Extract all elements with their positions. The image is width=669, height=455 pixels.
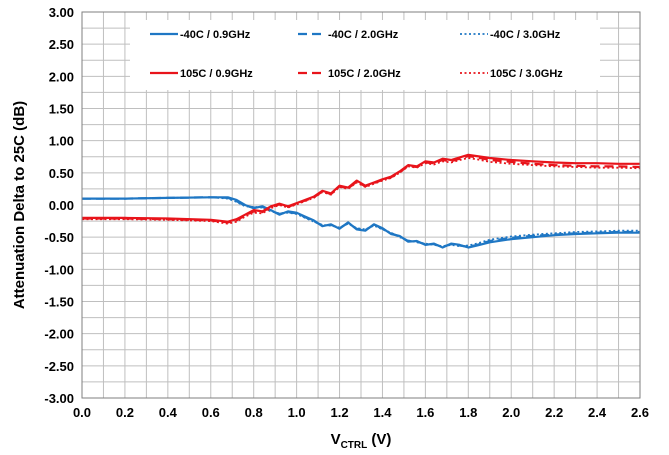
y-tick-label: 3.00: [49, 5, 74, 20]
series-line-6: [82, 157, 641, 225]
y-tick-label: -2.00: [44, 327, 74, 342]
x-tick-label: 0.6: [202, 405, 220, 420]
y-tick-label: -3.00: [44, 391, 74, 406]
series-lines: [82, 153, 641, 249]
x-tick-label: 0.4: [159, 405, 178, 420]
x-tick-label: 0.8: [245, 405, 263, 420]
x-tick-label: 2.2: [545, 405, 563, 420]
y-tick-label: -1.00: [44, 262, 74, 277]
series-line-3: [82, 196, 640, 248]
legend-box: [130, 20, 600, 90]
x-tick-label: 0.2: [116, 405, 134, 420]
y-tick-label: 2.50: [49, 37, 74, 52]
legend-label: -40C / 2.0GHz: [328, 29, 399, 41]
x-tick-label: 1.2: [330, 405, 348, 420]
x-tick-label: 0.0: [73, 405, 91, 420]
x-axis-label-main: V: [331, 431, 341, 448]
x-tick-label: 2.0: [502, 405, 520, 420]
y-tick-label: 1.50: [49, 102, 74, 117]
x-axis-label: VCTRL (V): [331, 431, 392, 451]
legend: -40C / 0.9GHz -40C / 2.0GHz -40C / 3.0GHz 1…: [130, 20, 600, 90]
x-axis-label-tail: (V): [367, 431, 391, 448]
y-tick-label: 1.00: [49, 134, 74, 149]
x-tick-label: 1.6: [416, 405, 434, 420]
legend-label: 105C / 2.0GHz: [328, 68, 401, 80]
x-axis-label-sub: CTRL: [341, 440, 368, 451]
y-tick-label: -2.50: [44, 359, 74, 374]
legend-label: 105C / 3.0GHz: [490, 68, 563, 80]
plot-frame: [81, 11, 641, 399]
x-tick-label: 1.4: [373, 405, 392, 420]
x-tick-label: 1.8: [459, 405, 477, 420]
legend-label: -40C / 0.9GHz: [180, 29, 251, 41]
x-tick-label: 2.6: [631, 405, 649, 420]
y-tick-label: 0.00: [49, 198, 74, 213]
x-tick-label: 2.4: [588, 405, 607, 420]
y-tick-label: 2.00: [49, 69, 74, 84]
y-tick-label: -1.50: [44, 295, 74, 310]
y-tick-labels: 3.00 2.50 2.00 1.50 1.00 0.50 0.00 -0.50 -1.00 -1…: [44, 5, 74, 406]
y-tick-label: 0.50: [49, 166, 74, 181]
legend-label: 105C / 0.9GHz: [180, 68, 253, 80]
series-line-5: [82, 155, 641, 224]
y-axis-label: Attenuation Delta to 25C (dB): [11, 101, 28, 309]
y-tick-label: -0.50: [44, 230, 74, 245]
legend-label: -40C / 3.0GHz: [490, 29, 561, 41]
x-tick-label: 1.0: [288, 405, 306, 420]
x-tick-labels: 0.0 0.2 0.4 0.6 0.8 1.0 1.2 1.4 1.6 1.8 2.0 2.2 2.4 2…: [73, 405, 649, 420]
